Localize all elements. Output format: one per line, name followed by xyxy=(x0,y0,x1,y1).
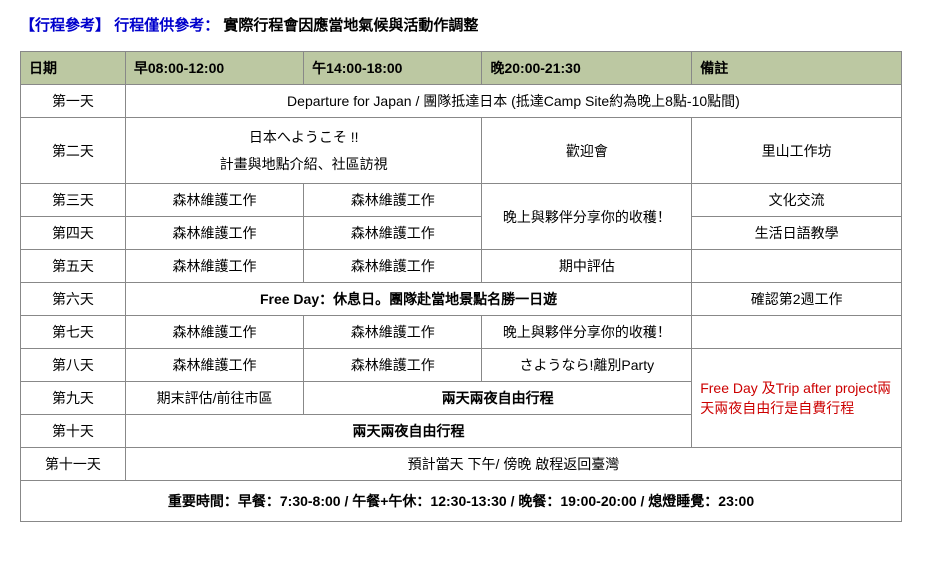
d4-afternoon: 森林維護工作 xyxy=(304,217,482,250)
d9-morning: 期末評估/前往市區 xyxy=(125,382,303,415)
th-date: 日期 xyxy=(21,52,126,85)
th-afternoon: 午14:00-18:00 xyxy=(304,52,482,85)
day-label: 第十一天 xyxy=(21,448,126,481)
day-label: 第六天 xyxy=(21,283,126,316)
footer-times: 重要時間：早餐：7:30-8:00 / 午餐+午休：12:30-13:30 / … xyxy=(21,481,902,522)
d11-full: 預計當天 下午/ 傍晚 啟程返回臺灣 xyxy=(125,448,901,481)
d4-morning: 森林維護工作 xyxy=(125,217,303,250)
day-label: 第四天 xyxy=(21,217,126,250)
d7-note xyxy=(692,316,902,349)
heading-rest: 實際行程會因應當地氣候與活動作調整 xyxy=(223,17,478,34)
th-evening: 晚20:00-21:30 xyxy=(482,52,692,85)
d3-afternoon: 森林維護工作 xyxy=(304,184,482,217)
d5-morning: 森林維護工作 xyxy=(125,250,303,283)
d5-afternoon: 森林維護工作 xyxy=(304,250,482,283)
table-row: 第八天 森林維護工作 森林維護工作 さようなら!離別Party Free Day… xyxy=(21,349,902,382)
d10-freetrip: 兩天兩夜自由行程 xyxy=(125,415,691,448)
table-row: 第一天 Departure for Japan / 團隊抵達日本 (抵達Camp… xyxy=(21,85,902,118)
heading-caution: 行程僅供參考： xyxy=(114,17,219,34)
table-header-row: 日期 早08:00-12:00 午14:00-18:00 晚20:00-21:3… xyxy=(21,52,902,85)
d2-line1: 日本へようこそ !! xyxy=(249,129,359,145)
d2-note: 里山工作坊 xyxy=(692,118,902,184)
d2-line2: 計畫與地點介紹、社區訪視 xyxy=(220,156,388,172)
d3d4-evening: 晚上與夥伴分享你的收穫！ xyxy=(482,184,692,250)
table-footer-row: 重要時間：早餐：7:30-8:00 / 午餐+午休：12:30-13:30 / … xyxy=(21,481,902,522)
d1-full: Departure for Japan / 團隊抵達日本 (抵達Camp Sit… xyxy=(125,85,901,118)
day-label: 第二天 xyxy=(21,118,126,184)
d4-note: 生活日語教學 xyxy=(692,217,902,250)
table-row: 第五天 森林維護工作 森林維護工作 期中評估 xyxy=(21,250,902,283)
d8-evening: さようなら!離別Party xyxy=(482,349,692,382)
d5-evening: 期中評估 xyxy=(482,250,692,283)
d6-note: 確認第2週工作 xyxy=(692,283,902,316)
d7-morning: 森林維護工作 xyxy=(125,316,303,349)
d7-evening: 晚上與夥伴分享你的收穫！ xyxy=(482,316,692,349)
table-row: 第六天 Free Day：休息日。團隊赴當地景點名勝一日遊 確認第2週工作 xyxy=(21,283,902,316)
d3-morning: 森林維護工作 xyxy=(125,184,303,217)
table-row: 第四天 森林維護工作 森林維護工作 生活日語教學 xyxy=(21,217,902,250)
day-label: 第八天 xyxy=(21,349,126,382)
heading-tag: 【行程參考】 xyxy=(20,17,110,34)
day-label: 第一天 xyxy=(21,85,126,118)
day-label: 第九天 xyxy=(21,382,126,415)
day-label: 第十天 xyxy=(21,415,126,448)
schedule-table: 日期 早08:00-12:00 午14:00-18:00 晚20:00-21:3… xyxy=(20,51,902,522)
table-row: 第三天 森林維護工作 森林維護工作 晚上與夥伴分享你的收穫！ 文化交流 xyxy=(21,184,902,217)
table-row: 第二天 日本へようこそ !! 計畫與地點介紹、社區訪視 歡迎會 里山工作坊 xyxy=(21,118,902,184)
day-label: 第五天 xyxy=(21,250,126,283)
table-row: 第七天 森林維護工作 森林維護工作 晚上與夥伴分享你的收穫！ xyxy=(21,316,902,349)
day-label: 第七天 xyxy=(21,316,126,349)
d2-evening: 歡迎會 xyxy=(482,118,692,184)
th-note: 備註 xyxy=(692,52,902,85)
table-row: 第十一天 預計當天 下午/ 傍晚 啟程返回臺灣 xyxy=(21,448,902,481)
day-label: 第三天 xyxy=(21,184,126,217)
d2-morning-afternoon: 日本へようこそ !! 計畫與地點介紹、社區訪視 xyxy=(125,118,482,184)
d8-afternoon: 森林維護工作 xyxy=(304,349,482,382)
d8-morning: 森林維護工作 xyxy=(125,349,303,382)
d8-note-red: Free Day 及Trip after project兩天兩夜自由行是自費行程 xyxy=(692,349,902,448)
d3-note: 文化交流 xyxy=(692,184,902,217)
th-morning: 早08:00-12:00 xyxy=(125,52,303,85)
d6-freeday: Free Day：休息日。團隊赴當地景點名勝一日遊 xyxy=(125,283,691,316)
page-caption: 【行程參考】 行程僅供參考： 實際行程會因應當地氣候與活動作調整 xyxy=(20,14,933,35)
d7-afternoon: 森林維護工作 xyxy=(304,316,482,349)
d5-note xyxy=(692,250,902,283)
d9-freetrip: 兩天兩夜自由行程 xyxy=(304,382,692,415)
